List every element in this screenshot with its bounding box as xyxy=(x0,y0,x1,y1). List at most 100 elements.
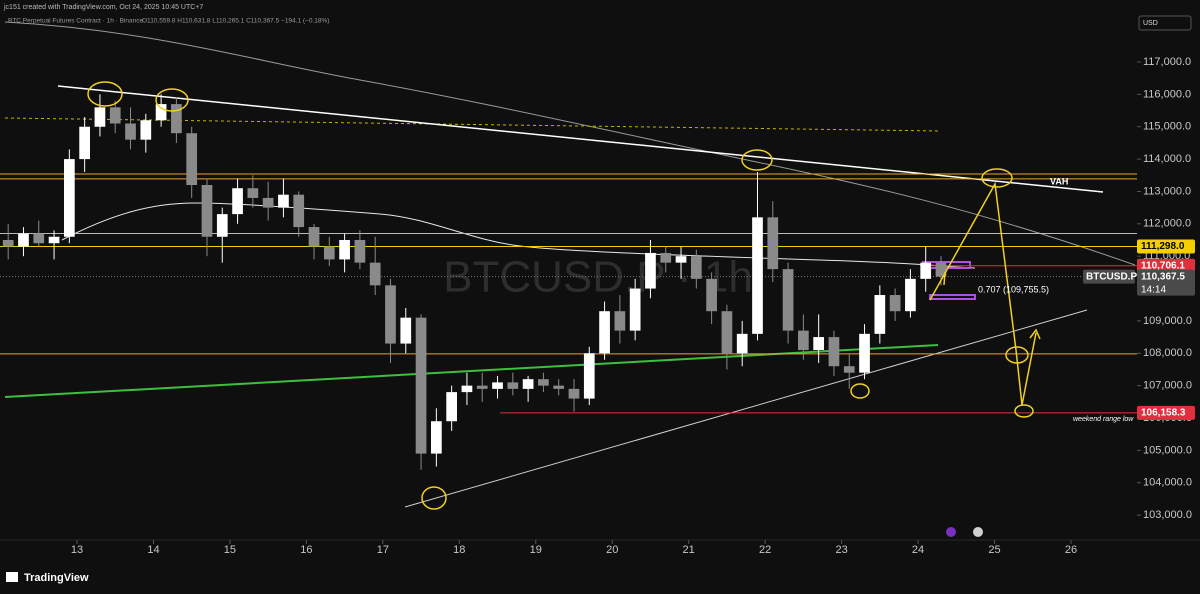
y-tick-label: 115,000.0 xyxy=(1143,121,1191,133)
moving-average xyxy=(4,21,1136,266)
candle-body xyxy=(354,240,366,263)
candle-body xyxy=(553,385,565,389)
y-tick-label: 103,000.0 xyxy=(1143,509,1192,521)
x-tick-label: 22 xyxy=(759,544,771,556)
candle-body xyxy=(507,382,519,389)
ohlc-readout: O110,559.8 H110,631.8 L110,265.1 C110,36… xyxy=(142,18,329,25)
candle-body xyxy=(461,385,473,393)
event-icon xyxy=(973,527,983,537)
y-tick-label: 105,000.0 xyxy=(1143,444,1192,456)
x-tick-label: 14 xyxy=(147,544,159,556)
candle-body xyxy=(920,262,932,279)
vah-label: VAH xyxy=(1050,176,1068,186)
circle xyxy=(421,486,447,510)
purple-box xyxy=(929,294,976,300)
circle xyxy=(1014,404,1034,418)
weekend-low-label: weekend range low xyxy=(1073,416,1134,423)
level-price-label: 110,706.1 xyxy=(1141,260,1185,271)
candle-body xyxy=(400,317,412,344)
candle-body xyxy=(798,330,809,351)
candle-body xyxy=(186,133,198,185)
candle-body xyxy=(155,104,167,121)
candle-body xyxy=(614,311,626,331)
level-price-box xyxy=(1137,239,1195,254)
candle-body xyxy=(94,107,106,127)
candle-body xyxy=(140,120,152,140)
last-price-box xyxy=(1137,269,1195,296)
candle-body xyxy=(935,262,947,277)
x-tick-label: 13 xyxy=(71,544,83,556)
candle-body xyxy=(323,246,335,260)
currency-box xyxy=(1138,15,1192,31)
x-tick-label: 23 xyxy=(835,544,847,556)
candle-body xyxy=(660,252,672,263)
candle-body xyxy=(828,337,840,367)
candle-body xyxy=(63,159,75,237)
candle-body xyxy=(308,227,320,247)
candle-body xyxy=(752,217,763,334)
candle-body xyxy=(645,252,656,289)
candle-body xyxy=(446,392,458,422)
candle-body xyxy=(33,233,45,244)
vwap-curve xyxy=(61,202,976,269)
candle-body xyxy=(415,317,427,454)
x-tick-label: 21 xyxy=(683,544,695,556)
candle-body xyxy=(216,214,228,237)
candle-body xyxy=(782,269,794,331)
candle-body xyxy=(476,385,488,389)
circle xyxy=(981,168,1013,188)
fib-label: 0.707 (109,755.5) xyxy=(978,284,1049,294)
candle-body xyxy=(492,382,503,389)
candle-body xyxy=(859,333,870,373)
candle-body xyxy=(431,421,442,454)
candle-body xyxy=(339,240,350,260)
countdown: 14:14 xyxy=(1141,284,1166,295)
candle-body xyxy=(109,107,121,124)
candle-body xyxy=(629,288,641,331)
candle-body xyxy=(538,379,549,386)
candle-body xyxy=(293,194,305,228)
circle xyxy=(850,383,870,399)
candle-body xyxy=(369,262,381,286)
projection-arrow xyxy=(929,181,1041,406)
candle-body xyxy=(385,285,396,344)
y-tick-label: 116,000.0 xyxy=(1143,88,1191,100)
candle-body xyxy=(874,295,886,334)
y-tick-label: 108,000.0 xyxy=(1143,347,1192,359)
brand-logo xyxy=(6,572,18,582)
level-price-label: 106,158.3 xyxy=(1141,408,1186,419)
x-tick-label: 25 xyxy=(988,544,1000,556)
candle-body xyxy=(813,337,825,351)
level-price-box xyxy=(1137,405,1195,420)
candle-body xyxy=(79,126,90,160)
x-tick-label: 20 xyxy=(606,544,618,556)
y-tick-label: 107,000.0 xyxy=(1143,380,1192,392)
last-price-label: 110,367.5 xyxy=(1141,271,1185,282)
y-tick-label: 113,000.0 xyxy=(1143,185,1191,197)
level-price-label: 111,298.0 xyxy=(1141,241,1185,252)
candle-body xyxy=(48,236,60,244)
candle-body xyxy=(171,104,182,134)
currency: USD xyxy=(1143,20,1158,27)
candle-body xyxy=(201,184,213,237)
event-icon xyxy=(946,527,956,537)
candle-body xyxy=(2,240,14,247)
candle-body xyxy=(675,256,687,263)
level-price-box xyxy=(1137,258,1195,273)
circle xyxy=(741,149,773,171)
circle xyxy=(87,81,123,107)
candle-body xyxy=(262,197,274,208)
candle-body xyxy=(232,188,243,215)
candle-body xyxy=(767,217,779,270)
up-trendline xyxy=(404,309,1088,508)
candle-body xyxy=(843,366,855,373)
candle-body xyxy=(706,278,717,312)
y-tick-label: 117,000.0 xyxy=(1143,56,1191,68)
brand: TradingView xyxy=(24,572,89,584)
candle-body xyxy=(721,311,733,354)
candle-body xyxy=(247,188,259,198)
candle-body xyxy=(905,278,916,312)
